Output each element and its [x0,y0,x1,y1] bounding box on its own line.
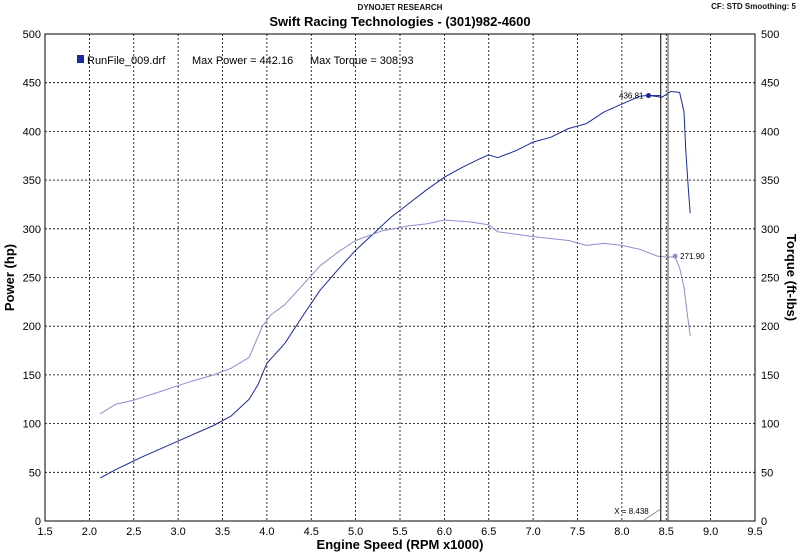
x-tick-label: 4.0 [259,526,274,538]
x-axis-label: Engine Speed (RPM x1000) [317,537,484,552]
x-tick-label: 5.0 [348,526,363,538]
y-axis-label-left: Power (hp) [2,244,17,311]
chart-title: Swift Racing Technologies - (301)982-460… [269,14,530,29]
header-settings: CF: STD Smoothing: 5 [711,2,796,11]
cursor-x-readout: X = 8.438 [614,507,649,516]
cursor-pointer [643,508,661,521]
legend-max-power: Max Power = 442.16 [192,55,293,67]
x-tick-label: 2.5 [126,526,141,538]
cursor-layer [643,34,678,521]
y-right-tick-label: 300 [761,224,779,236]
y-left-tick-label: 500 [23,29,41,41]
y-right-tick-label: 250 [761,273,779,285]
x-tick-label: 3.5 [215,526,230,538]
x-tick-label: 9.0 [703,526,718,538]
y-left-tick-label: 250 [23,273,41,285]
legend-run-file: RunFile_009.drf [87,55,166,67]
x-tick-label: 5.5 [392,526,407,538]
y-left-tick-labels: 0 50 100 150 200 250 300 350 400 450 500 [23,29,41,528]
y-axis-label-right: Torque (ft-lbs) [784,234,799,321]
series-torque-line [99,219,691,415]
x-tick-label: 6.5 [481,526,496,538]
y-right-tick-label: 200 [761,321,779,333]
header-brand: DYNOJET RESEARCH [358,3,443,12]
legend: RunFile_009.drf Max Power = 442.16 Max T… [77,55,413,67]
grid-lines [45,34,755,521]
x-tick-labels: 1.5 2.0 2.5 3.0 3.5 4.0 4.5 5.0 5.5 6.0 6.5 7.0 7.5 8… [37,526,762,538]
power-cursor-label: 436.81 [619,92,644,101]
torque-cursor-label: 271.90 [680,252,705,261]
torque-cursor-point [672,253,678,259]
y-right-tick-label: 350 [761,175,779,187]
y-left-tick-label: 150 [23,370,41,382]
x-tick-label: 3.0 [170,526,185,538]
y-right-tick-labels: 0 50 100 150 200 250 300 350 400 450 500 [761,29,779,528]
y-right-tick-label: 50 [761,467,773,479]
x-tick-label: 7.5 [570,526,585,538]
y-left-tick-label: 200 [23,321,41,333]
x-tick-label: 7.0 [525,526,540,538]
y-left-tick-label: 350 [23,175,41,187]
y-right-tick-label: 500 [761,29,779,41]
x-tick-label: 6.0 [437,526,452,538]
y-right-tick-label: 0 [761,516,767,528]
x-tick-label: 4.5 [304,526,319,538]
x-tick-label: 8.5 [659,526,674,538]
series-layer [99,91,691,479]
y-right-tick-label: 150 [761,370,779,382]
y-left-tick-label: 450 [23,78,41,90]
y-right-tick-label: 100 [761,419,779,431]
x-tick-label: 1.5 [37,526,52,538]
y-left-tick-label: 100 [23,419,41,431]
legend-marker-icon [77,55,84,63]
x-tick-label: 8.0 [614,526,629,538]
x-tick-label: 2.0 [82,526,97,538]
y-left-tick-label: 300 [23,224,41,236]
y-left-tick-label: 0 [35,516,41,528]
series-power-line [99,91,691,479]
x-tick-label: 9.5 [747,526,762,538]
y-right-tick-label: 450 [761,78,779,90]
y-left-tick-label: 50 [29,467,41,479]
legend-max-torque: Max Torque = 308.93 [310,55,413,67]
y-left-tick-label: 400 [23,126,41,138]
y-right-tick-label: 400 [761,126,779,138]
